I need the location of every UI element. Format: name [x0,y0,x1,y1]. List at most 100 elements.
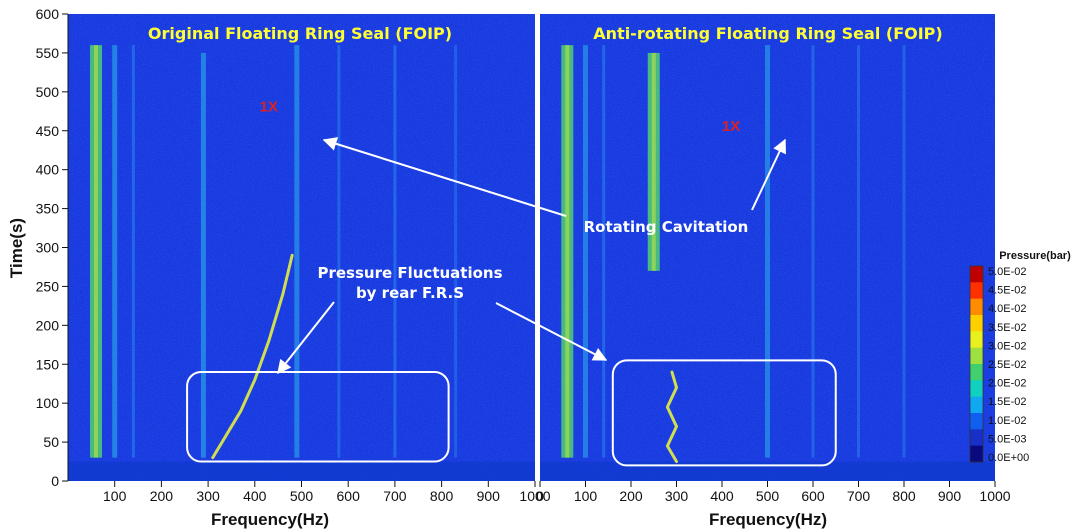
annotation-by-rear-frs: by rear F.R.S [356,284,464,302]
x-left-tick-label-3: 400 [243,488,267,504]
panel-1-frequency-line-core-3 [651,52,656,271]
arrow-rotating-cavitation-left [322,137,567,217]
y-axis: 0 50 100 150 200 250 300 350 400 450 500 550 600 [36,6,69,489]
colorbar-swatch-0 [970,266,983,283]
x-right-tick-label-0: 0 [536,488,544,504]
panel-1-frequency-line-5 [811,45,815,458]
x-right-tick-label-9: 900 [938,488,962,504]
panel-0-highlight-box [186,371,450,463]
x-right-tick-label-1: 100 [574,488,598,504]
left-panel-noise [68,14,535,481]
y-tick-label-4: 200 [36,317,60,333]
colorbar-swatch-9 [970,413,983,430]
colorbar-label-0: 5.0E-02 [988,266,1027,278]
panel-1-frequency-line-2 [602,45,606,458]
x-left-tick-label-4: 500 [290,488,314,504]
panel-1-frequency-line-1 [583,45,588,458]
y-tick-label-12: 600 [36,6,60,22]
y-tick-label-11: 550 [36,45,60,61]
annotation-pressure-fluctuations: Pressure Fluctuations [317,264,502,282]
x-right-tick-label-3: 300 [665,488,689,504]
colorbar: Pressure(bar) 5.0E-02 4.5E-02 4.0E-02 3.5E-… [969,250,1071,464]
panel-0-frequency-line-1 [112,45,118,458]
annotation-rotating-cavitation: Rotating Cavitation [584,218,749,236]
right-harmonic-label: 1X [722,118,740,135]
left-panel-title: Original Floating Ring Seal (FOIP) [148,24,452,43]
x-right-tick-label-4: 400 [710,488,734,504]
left-harmonic-label: 1X [260,98,278,115]
panel-1-frequency-line-core-0 [565,45,570,458]
y-tick-label-2: 100 [36,395,60,411]
panel-0-frequency-curve [211,253,294,460]
x-left-tick-label-5: 600 [337,488,361,504]
x-left-tick-label-8: 900 [477,488,501,504]
y-tick-label-3: 150 [36,356,60,372]
colorbar-label-8: 1.0E-02 [988,415,1027,427]
x-left-tick-label-7: 800 [430,488,454,504]
right-panel-title: Anti-rotating Floating Ring Seal (FOIP) [593,24,942,43]
y-tick-label-10: 500 [36,84,60,100]
left-panel-marks [68,45,535,481]
arrow-rotating-cavitation-right [751,138,786,211]
colorbar-swatch-4 [970,331,983,349]
panel-0-frequency-line-5 [337,45,341,458]
colorbar-label-5: 2.5E-02 [988,359,1027,371]
panel-0-frequency-line-3 [200,52,206,458]
colorbar-label-10: 0.0E+00 [988,452,1029,464]
panel-0-frequency-line-7 [454,45,458,458]
x-axis-label-right: Frequency(Hz) [709,510,827,529]
colorbar-title: Pressure(bar) [999,250,1071,262]
panel-0-frequency-line-6 [393,45,397,458]
colorbar-label-6: 2.0E-02 [988,378,1027,390]
panel-1-frequency-line-7 [902,45,906,458]
right-panel-marks [540,45,995,481]
panel-1-highlight-box [611,359,837,467]
colorbar-swatches [969,265,984,463]
colorbar-label-3: 3.5E-02 [988,322,1027,334]
colorbar-label-4: 3.0E-02 [988,340,1027,352]
x-right-tick-label-7: 700 [847,488,871,504]
x-right-tick-label-8: 800 [892,488,916,504]
y-tick-label-5: 250 [36,278,60,294]
colorbar-swatch-8 [970,396,983,414]
panel-0-bottom-band [68,461,535,481]
y-tick-label-7: 350 [36,201,60,217]
panel-1-frequency-line-4 [765,45,770,458]
arrow-pressure-fluctuations-right [495,302,608,361]
colorbar-label-7: 1.5E-02 [988,396,1027,408]
panel-0-frequency-line-core-0 [94,45,99,458]
y-tick-label-9: 450 [36,123,60,139]
x-axis-label-left: Frequency(Hz) [211,510,329,529]
y-tick-label-8: 400 [36,162,60,178]
x-left-tick-label-0: 100 [103,488,127,504]
colorbar-labels: 5.0E-02 4.5E-02 4.0E-02 3.5E-02 3.0E-02 2.5E-… [988,266,1029,464]
colorbar-swatch-7 [970,380,983,398]
colorbar-swatch-10 [970,429,983,447]
x-left-tick-label-2: 300 [196,488,220,504]
colorbar-swatch-2 [970,298,983,316]
y-tick-label-0: 0 [51,473,59,489]
colorbar-swatch-5 [970,347,983,365]
left-panel [68,14,535,481]
x-right-tick-label-6: 600 [801,488,825,504]
x-right-tick-label-2: 200 [619,488,643,504]
colorbar-label-9: 5.0E-03 [988,433,1027,445]
x-left-tick-label-9: 1000 [519,488,550,504]
colorbar-swatch-3 [970,315,983,332]
x-axis-right: 0 100 200 300 400 500 600 700 800 900 1000 [536,481,1011,504]
colorbar-swatch-1 [970,282,983,300]
panel-1-frequency-line-6 [857,45,860,458]
y-axis-label: Time(s) [7,218,26,278]
colorbar-swatch-11 [970,445,983,463]
right-panel [540,14,995,481]
y-tick-label-6: 300 [36,240,60,256]
panel-1-frequency-curve [665,370,678,464]
x-right-tick-label-10: 1000 [979,488,1010,504]
colorbar-label-2: 4.0E-02 [988,303,1027,315]
y-tick-label-1: 50 [43,434,59,450]
x-axis-left: 100 200 300 400 500 600 700 800 900 1000 [103,481,551,504]
x-left-tick-label-6: 700 [383,488,407,504]
arrow-pressure-fluctuations-left [277,301,335,375]
x-right-tick-label-5: 500 [756,488,780,504]
